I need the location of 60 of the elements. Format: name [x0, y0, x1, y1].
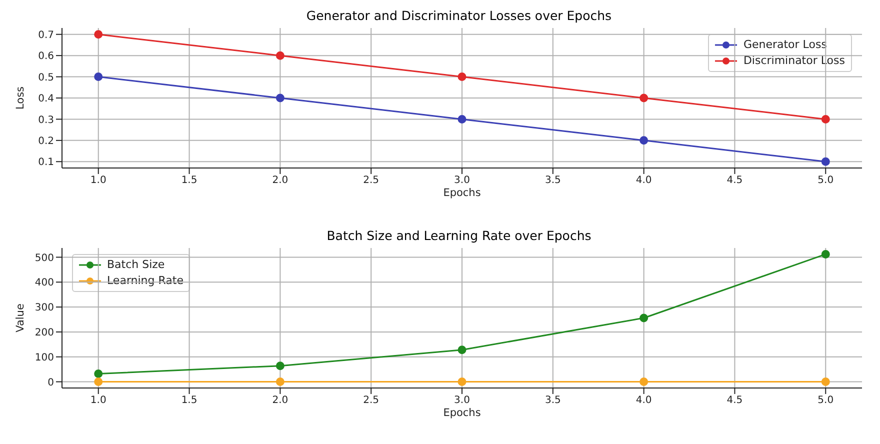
y-tick-label: 0.3 — [38, 114, 54, 126]
chart-title: Generator and Discriminator Losses over Epochs — [305, 8, 613, 24]
x-tick-label: 3.0 — [454, 395, 470, 406]
x-tick-label: 1.5 — [181, 395, 198, 406]
point — [640, 378, 648, 386]
y-tick-label: 0 — [48, 377, 54, 388]
point — [458, 72, 466, 82]
x-tick-label: 1.0 — [90, 395, 106, 406]
x-tick-label: 3.5 — [544, 175, 561, 186]
point — [94, 72, 103, 82]
y-tick-label: 0.6 — [38, 51, 54, 62]
point — [640, 314, 648, 322]
y-tick-label: 400 — [34, 278, 54, 289]
point — [276, 51, 284, 60]
y-tick-label: 100 — [34, 352, 54, 364]
point — [640, 94, 648, 102]
point — [458, 378, 466, 386]
x-axis-title: Epochs — [443, 407, 481, 419]
y-axis-title: Value — [14, 304, 27, 332]
x-tick-label: 3.5 — [544, 395, 561, 406]
x-tick-label: 3.0 — [454, 175, 470, 186]
chart-title: Batch Size and Learning Rate over Epochs — [326, 228, 592, 244]
x-tick-label: 1.5 — [181, 175, 198, 186]
y-tick-label: 0.2 — [38, 136, 54, 147]
point — [640, 136, 648, 145]
x-tick-label: 1.0 — [90, 175, 106, 186]
y-tick-label: 0.5 — [38, 72, 54, 84]
x-tick-label: 4.5 — [726, 395, 743, 406]
point — [458, 346, 466, 354]
point — [276, 94, 284, 102]
x-tick-label: 4.0 — [636, 395, 652, 406]
y-axis-title: Loss — [14, 86, 27, 110]
point — [276, 362, 284, 370]
legend-label: Discriminator Loss — [743, 53, 845, 69]
y-tick-label: 0.1 — [38, 157, 54, 168]
x-axis-title: Epochs — [443, 187, 481, 199]
point — [458, 114, 466, 124]
y-tick-label: 0.4 — [38, 94, 54, 105]
x-tick-label: 5.0 — [818, 395, 834, 406]
legend-label: Batch Size — [107, 257, 165, 273]
x-tick-label: 2.5 — [363, 175, 380, 186]
x-tick-label: 4.5 — [726, 175, 743, 186]
legend-label: Generator Loss — [743, 37, 827, 53]
point — [94, 30, 103, 39]
point — [94, 378, 103, 386]
point — [821, 378, 830, 386]
y-tick-label: 200 — [34, 328, 54, 338]
x-tick-label: 5.0 — [818, 175, 834, 186]
x-tick-label: 2.0 — [272, 395, 288, 406]
y-tick-label: 0.7 — [38, 30, 54, 41]
x-tick-label: 2.5 — [363, 395, 380, 406]
point — [276, 378, 284, 386]
point — [821, 250, 830, 258]
x-tick-label: 4.0 — [636, 175, 652, 186]
y-tick-label: 300 — [34, 302, 54, 314]
point — [821, 114, 830, 124]
x-tick-label: 2.0 — [272, 175, 288, 186]
point — [94, 370, 103, 378]
point — [821, 157, 830, 166]
y-tick-label: 500 — [34, 252, 54, 264]
